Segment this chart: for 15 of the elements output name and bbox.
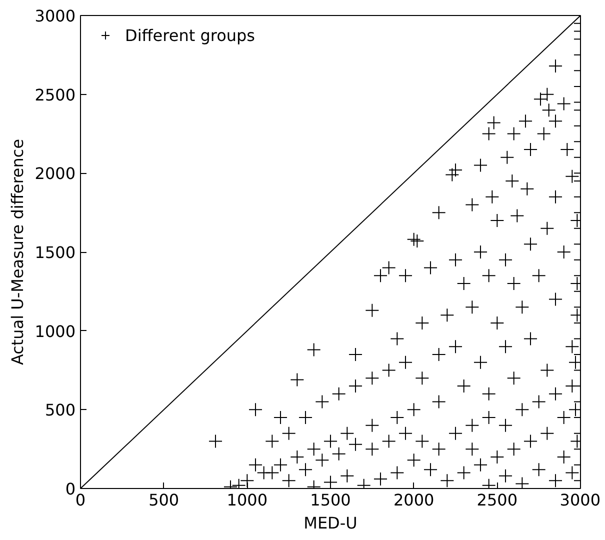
y-tick-label: 1500 (34, 243, 76, 262)
legend-label: Different groups (125, 26, 256, 44)
x-tick-label: 3000 (560, 490, 600, 510)
x-tick-label: 500 (148, 490, 180, 510)
y-tick-label: 1000 (34, 322, 76, 341)
y-tick-label: 2500 (34, 85, 76, 104)
y-tick-label: 2000 (34, 164, 76, 184)
x-axis-title: MED-U (304, 514, 358, 532)
y-tick-label: 3000 (34, 6, 76, 26)
x-tick-label: 1000 (226, 490, 268, 510)
y-tick-label: 500 (44, 400, 76, 420)
x-tick-label: 2500 (476, 490, 518, 510)
x-tick-label: 1500 (310, 490, 351, 510)
y-axis-title: Actual U-Measure difference (8, 138, 27, 366)
x-tick-label: 2000 (393, 490, 434, 510)
